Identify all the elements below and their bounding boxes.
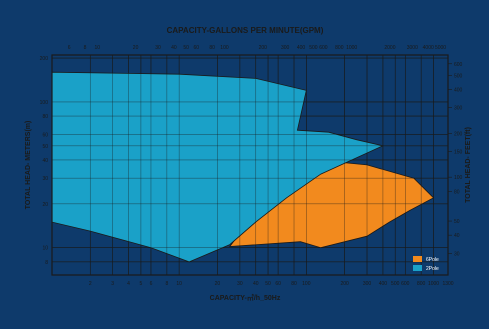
gpm-tick-label: 50 <box>183 45 189 51</box>
gpm-tick-label: 60 <box>193 45 199 51</box>
plot-frame <box>51 54 449 276</box>
gpm-tick-label: 300 <box>281 45 290 51</box>
y-tick-label-left: 100 <box>40 100 49 106</box>
y-tick-label-left: 8 <box>45 260 48 266</box>
y-tick-label-left: 30 <box>42 176 48 182</box>
y-tick-label-right: 150 <box>454 150 463 156</box>
y-tick-label-right: 600 <box>454 62 463 68</box>
gpm-tick-label: 800 <box>335 45 344 51</box>
y-tick-label-right: 200 <box>454 131 463 137</box>
gpm-tick-label: 1000 <box>346 45 357 51</box>
x-tick-label: 200 <box>340 281 349 287</box>
gpm-tick-label: 100 <box>220 45 229 51</box>
x-tick-label: 600 <box>401 281 410 287</box>
x-axis-label: CAPACITY-㎥/h_50Hz <box>210 293 281 302</box>
gpm-tick-label: 80 <box>209 45 215 51</box>
gpm-tick-label: 600 <box>319 45 328 51</box>
grid-overlay <box>52 55 449 275</box>
gpm-tick-label: 6 <box>68 45 71 51</box>
x-tick-label: 3 <box>111 281 114 287</box>
y-tick-label-right: 400 <box>454 87 463 93</box>
y-tick-label-left: 60 <box>42 132 48 138</box>
x-tick-label: 20 <box>215 281 221 287</box>
legend-label-6pole: 6Pole <box>426 257 439 263</box>
legend-swatch-2pole <box>413 265 422 271</box>
legend: 6Pole 2Pole <box>413 256 439 272</box>
x-tick-label: 80 <box>291 281 297 287</box>
y-tick-label-right: 100 <box>454 175 463 181</box>
y-tick-label-right: 300 <box>454 106 463 112</box>
gpm-tick-label: 500 <box>309 45 318 51</box>
x-tick-label: 400 <box>379 281 388 287</box>
x-tick-label: 100 <box>302 281 311 287</box>
x-tick-label: 30 <box>237 281 243 287</box>
y-tick-label-right: 50 <box>454 219 460 225</box>
gpm-tick-label: 10 <box>95 45 101 51</box>
x-tick-label: 50 <box>265 281 271 287</box>
y-axis-label-left: TOTAL HEAD- METERS(m) <box>25 121 32 210</box>
gpm-tick-label: 4000 <box>423 45 434 51</box>
y-tick-label-left: 200 <box>40 56 49 62</box>
y-tick-label-right: 30 <box>454 251 460 257</box>
x-tick-label: 6 <box>150 281 153 287</box>
gpm-tick-label: 400 <box>297 45 306 51</box>
y-tick-label-left: 80 <box>42 114 48 120</box>
y-tick-label-left: 50 <box>42 144 48 150</box>
x-tick-label: 60 <box>275 281 281 287</box>
x-tick-label: 1000 <box>428 281 439 287</box>
y-tick-label-left: 10 <box>42 246 48 252</box>
gpm-tick-label: 20 <box>133 45 139 51</box>
gpm-tick-label: 5000 <box>435 45 446 51</box>
y-tick-label-right: 40 <box>454 233 460 239</box>
y-tick-label-right: 80 <box>454 189 460 195</box>
gpm-tick-label: 2000 <box>384 45 395 51</box>
legend-label-2pole: 2Pole <box>426 266 439 272</box>
gpm-tick-label: 40 <box>171 45 177 51</box>
x-tick-label: 10 <box>176 281 182 287</box>
gpm-tick-label: 30 <box>155 45 161 51</box>
y-axis-label-right: TOTAL HEAD- FEET(ft) <box>465 127 472 203</box>
x-tick-label: 8 <box>165 281 168 287</box>
x-tick-label: 300 <box>363 281 372 287</box>
y-tick-label-left: 40 <box>42 158 48 164</box>
gpm-tick-label: 8 <box>84 45 87 51</box>
x-tick-label: 2 <box>89 281 92 287</box>
x-tick-label: 500 <box>391 281 400 287</box>
x-tick-label: 40 <box>253 281 259 287</box>
tick-layer: 2 3 4 5 6 8 10 20 30 40 50 60 80 100 200 300 400 500 600 80… <box>40 45 463 287</box>
x-tick-label: 5 <box>139 281 142 287</box>
x-tick-label: 4 <box>127 281 130 287</box>
x-tick-label: 800 <box>417 281 426 287</box>
gpm-tick-label: 3000 <box>407 45 418 51</box>
legend-swatch-6pole <box>413 256 422 262</box>
y-tick-label-left: 20 <box>42 202 48 208</box>
x-tick-label: 1300 <box>442 281 453 287</box>
y-tick-label-right: 500 <box>454 73 463 79</box>
gpm-tick-label: 200 <box>259 45 268 51</box>
chart-title: CAPACITY-GALLONS PER MINUTE(GPM) <box>167 26 324 35</box>
